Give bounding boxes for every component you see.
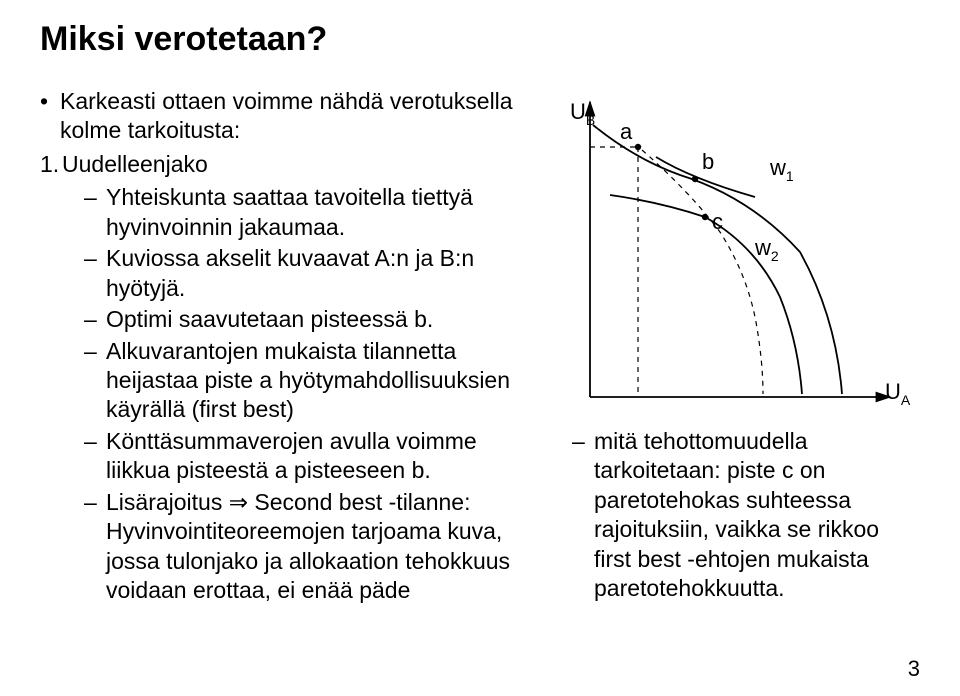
numbered-item-1: 1. Uudelleenjako — [40, 150, 520, 179]
left-column: • Karkeasti ottaen voimme nähdä verotuks… — [40, 87, 520, 607]
dash-item-1: – Yhteiskunta saattaa tavoitella tiettyä… — [84, 183, 520, 242]
svg-text:w2: w2 — [754, 235, 779, 264]
dash-item-2-text: Kuviossa akselit kuvaavat A:n ja B:n hyö… — [106, 244, 520, 303]
dash-item-2: – Kuviossa akselit kuvaavat A:n ja B:n h… — [84, 244, 520, 303]
dash-icon: – — [84, 244, 106, 303]
right-dash-item: – mitä tehottomuudella tarkoitetaan: pis… — [572, 427, 920, 604]
dash-icon: – — [84, 427, 106, 486]
dash-item-3-text: Optimi saavutetaan pisteessä b. — [106, 305, 433, 334]
bullet-intro-text: Karkeasti ottaen voimme nähdä verotuksel… — [60, 87, 520, 146]
dash-item-5: – Könttäsummaverojen avulla voimme liikk… — [84, 427, 520, 486]
dash-icon: – — [84, 305, 106, 334]
svg-text:c: c — [712, 209, 723, 234]
page-title: Miksi verotetaan? — [40, 20, 920, 59]
dash-item-3: – Optimi saavutetaan pisteessä b. — [84, 305, 520, 334]
utility-chart: a b c UB UA w1 w2 — [540, 97, 910, 427]
dash-item-5-text: Könttäsummaverojen avulla voimme liikkua… — [106, 427, 520, 486]
page-number: 3 — [908, 656, 920, 682]
svg-text:UA: UA — [885, 379, 910, 408]
numbered-item-1-text: Uudelleenjako — [62, 150, 208, 179]
dash-item-4: – Alkuvarantojen mukaista tilannetta hei… — [84, 337, 520, 425]
dash-icon: – — [84, 183, 106, 242]
svg-text:UB: UB — [570, 99, 595, 128]
number-label: 1. — [40, 150, 62, 179]
dash-item-6: – Lisärajoitus ⇒ Second best -tilanne: H… — [84, 488, 520, 606]
svg-text:w1: w1 — [769, 155, 794, 184]
bullet-intro: • Karkeasti ottaen voimme nähdä verotuks… — [40, 87, 520, 146]
right-column: a b c UB UA w1 w2 – mitä tehottomuudella tarko… — [540, 87, 920, 607]
dash-item-4-text: Alkuvarantojen mukaista tilannetta heija… — [106, 337, 520, 425]
dash-icon: – — [572, 427, 594, 604]
svg-text:b: b — [702, 149, 714, 174]
dash-item-1-text: Yhteiskunta saattaa tavoitella tiettyä h… — [106, 183, 520, 242]
chart-svg: a b c UB UA w1 w2 — [540, 97, 910, 427]
dash-icon: – — [84, 337, 106, 425]
dash-icon: – — [84, 488, 106, 606]
dash-item-6-text: Lisärajoitus ⇒ Second best -tilanne: Hyv… — [106, 488, 520, 606]
svg-text:a: a — [620, 119, 633, 144]
content-columns: • Karkeasti ottaen voimme nähdä verotuks… — [40, 87, 920, 607]
right-dash-text: mitä tehottomuudella tarkoitetaan: piste… — [594, 427, 920, 604]
bullet-dot-icon: • — [40, 87, 60, 146]
